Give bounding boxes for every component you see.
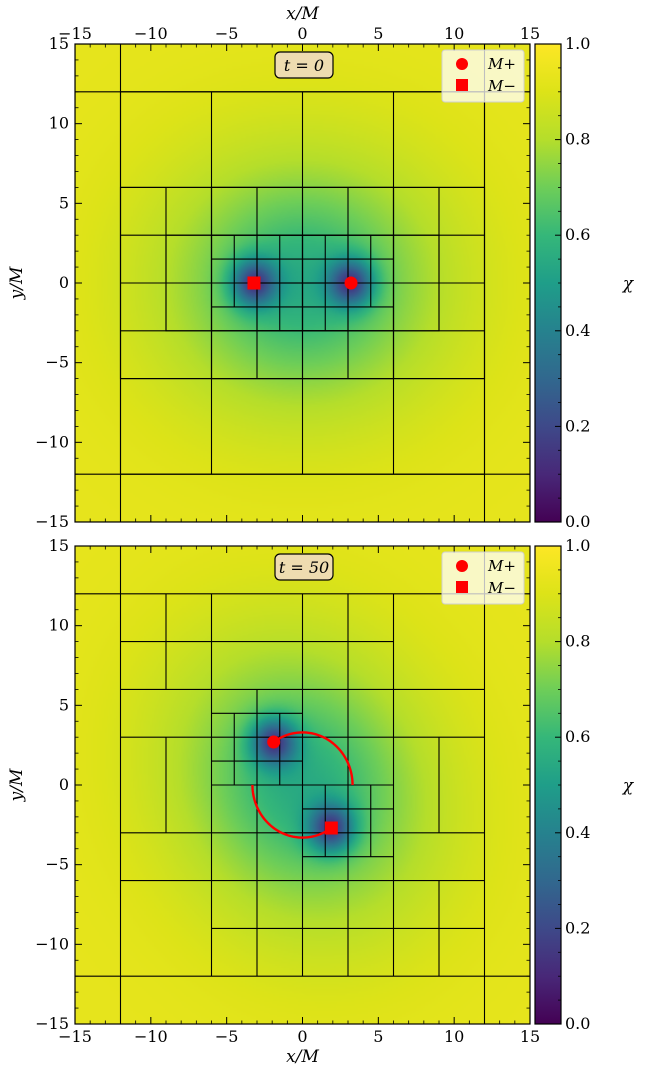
x-axis-label: x/M — [286, 4, 319, 24]
y-tick-label: 5 — [59, 193, 69, 212]
x-tick-label: 0 — [297, 1027, 307, 1046]
y-tick-label: 10 — [49, 114, 69, 133]
colorbar-gradient — [534, 545, 562, 1025]
time-annotation: t = 0 — [274, 51, 334, 79]
y-tick-label: 5 — [59, 695, 69, 714]
marker-m-minus — [247, 276, 261, 290]
legend-label-m-minus: M− — [487, 579, 516, 597]
legend-square-marker — [456, 79, 468, 91]
colorbar-gradient — [534, 43, 562, 523]
time-annotation-text: t = 0 — [284, 56, 324, 75]
colorbar-tick-label: 0.0 — [565, 1014, 590, 1033]
y-tick-label: −15 — [35, 512, 69, 531]
x-tick-label: 5 — [373, 1027, 383, 1046]
time-annotation-box — [274, 51, 334, 79]
time-annotation-box — [274, 553, 334, 581]
colorbar-tick-label: 0.2 — [565, 918, 590, 937]
plot-area — [75, 546, 530, 1024]
x-tick-label: 15 — [520, 1027, 540, 1046]
legend-circle-marker — [456, 58, 468, 70]
x-tick-label: −10 — [134, 24, 168, 43]
colorbar-tick-label: 0.8 — [565, 632, 590, 651]
marker-m-minus — [324, 821, 338, 835]
x-tick-label: −15 — [58, 1027, 92, 1046]
x-tick-label: −5 — [215, 1027, 239, 1046]
y-tick-label: 0 — [59, 273, 69, 292]
legend-circle-marker — [456, 560, 468, 572]
marker-m-plus — [344, 276, 358, 290]
legend: M+ M− — [441, 551, 525, 605]
trajectory-arc — [273, 731, 354, 786]
plot-area — [75, 44, 530, 522]
colorbar-tick-label: 0.4 — [565, 823, 590, 842]
y-tick-label: 10 — [49, 616, 69, 635]
legend: M+ M− — [441, 49, 525, 103]
y-tick-label: −5 — [45, 353, 69, 372]
x-tick-label: 15 — [520, 24, 540, 43]
colorbar-tick-label: 0.0 — [565, 512, 590, 531]
y-tick-label: −5 — [45, 855, 69, 874]
panel-bottom: −15 −10 −5 0 5 10 15 −15 −10 −5 0 5 10 15 x/M y/M t = 50… — [7, 536, 635, 1067]
colorbar-tick-label: 0.6 — [565, 727, 590, 746]
x-tick-label: 10 — [444, 24, 464, 43]
trajectory-arc — [251, 784, 332, 839]
colorbar-tick-label: 1.0 — [565, 34, 590, 53]
legend-label-m-minus: M− — [487, 77, 516, 95]
y-tick-label: −15 — [35, 1014, 69, 1033]
y-tick-label: −10 — [35, 432, 69, 451]
colorbar-label: χ — [622, 274, 635, 294]
x-tick-label: −5 — [215, 24, 239, 43]
time-annotation: t = 50 — [274, 553, 334, 581]
marker-m-plus — [267, 735, 281, 749]
y-tick-label: −10 — [35, 934, 69, 953]
x-tick-label: 10 — [444, 1027, 464, 1046]
legend-label-m-plus: M+ — [487, 557, 516, 575]
colorbar-tick-label: 1.0 — [565, 536, 590, 555]
colorbar: 0.0 0.2 0.4 0.6 0.8 1.0 χ — [534, 536, 635, 1033]
colorbar-tick-label: 0.6 — [565, 225, 590, 244]
legend-square-marker — [456, 581, 468, 593]
y-tick-label: 15 — [49, 34, 69, 53]
colorbar: 0.0 0.2 0.4 0.6 0.8 1.0 χ — [534, 34, 635, 531]
y-tick-label: 15 — [49, 536, 69, 555]
x-tick-label: 0 — [297, 24, 307, 43]
y-axis-label: y/M — [7, 768, 27, 802]
x-tick-label: 5 — [373, 24, 383, 43]
time-annotation-text: t = 50 — [279, 558, 329, 577]
colorbar-tick-label: 0.2 — [565, 416, 590, 435]
legend-label-m-plus: M+ — [487, 55, 516, 73]
colorbar-label: χ — [622, 776, 635, 796]
x-axis-label: x/M — [286, 1047, 319, 1067]
x-tick-label: −15 — [58, 24, 92, 43]
colorbar-tick-label: 0.4 — [565, 321, 590, 340]
x-tick-label: −10 — [134, 1027, 168, 1046]
y-tick-label: 0 — [59, 775, 69, 794]
colorbar-tick-label: 0.8 — [565, 130, 590, 149]
y-axis-label: y/M — [7, 266, 27, 300]
